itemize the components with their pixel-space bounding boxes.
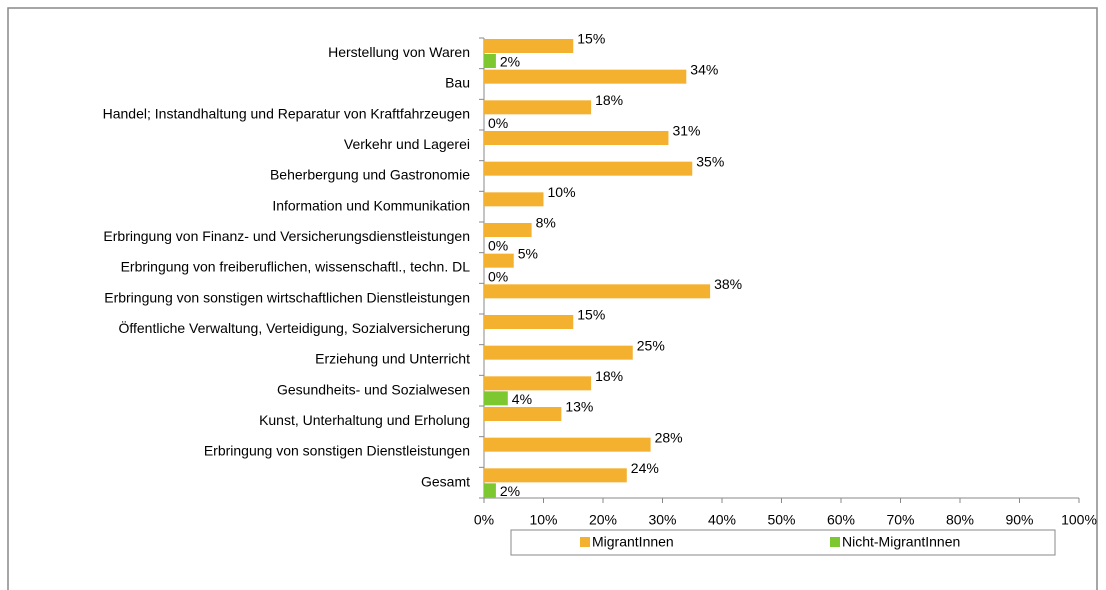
value-label: 35% [696, 153, 724, 169]
bar [484, 223, 532, 237]
x-tick-label: 30% [648, 512, 676, 528]
y-tick-label: Beherbergung und Gastronomie [270, 167, 470, 183]
y-tick-label: Erbringung von Finanz- und Versicherungs… [103, 228, 470, 244]
value-label: 5% [518, 245, 538, 261]
x-tick-label: 0% [474, 512, 494, 528]
value-label: 10% [548, 184, 576, 200]
y-tick-label: Bau [445, 75, 470, 91]
value-label: 4% [512, 391, 532, 407]
y-tick-label: Information und Kommunikation [272, 197, 470, 213]
value-label: 13% [565, 399, 593, 415]
value-label: 31% [672, 123, 700, 139]
bar [484, 69, 687, 84]
value-label: 0% [488, 268, 508, 284]
value-label: 2% [500, 483, 520, 499]
x-tick-label: 90% [1005, 512, 1033, 528]
x-tick-label: 50% [767, 512, 795, 528]
value-label: 15% [577, 31, 605, 47]
bar [484, 253, 514, 268]
value-label: 28% [655, 429, 683, 445]
legend-swatch [580, 537, 590, 547]
bar [484, 284, 711, 299]
value-label: 38% [714, 276, 742, 292]
legend-swatch [830, 537, 840, 547]
y-tick-label: Herstellung von Waren [328, 44, 470, 60]
legend-label: MigrantInnen [592, 534, 674, 550]
x-tick-label: 100% [1061, 512, 1097, 528]
bar [484, 407, 562, 421]
y-tick-label: Öffentliche Verwaltung, Verteidigung, So… [118, 319, 470, 336]
bar [484, 192, 544, 207]
bar [484, 376, 592, 391]
value-label: 25% [637, 337, 665, 353]
y-tick-label: Erbringung von sonstigen Dienstleistunge… [204, 443, 470, 459]
y-tick-label: Erbringung von freiberuflichen, wissensc… [121, 259, 471, 275]
value-label: 18% [595, 92, 623, 108]
x-tick-label: 20% [589, 512, 617, 528]
bar [484, 391, 508, 406]
frame [7, 7, 1098, 590]
y-tick-label: Erbringung von sonstigen wirtschaftliche… [104, 289, 470, 305]
y-tick-label: Kunst, Unterhaltung und Erholung [259, 412, 470, 428]
bar [484, 468, 627, 483]
value-label: 24% [631, 460, 659, 476]
x-tick-label: 10% [529, 512, 557, 528]
y-tick-label: Handel; Instandhaltung und Reparatur von… [103, 105, 470, 121]
x-tick-label: 80% [946, 512, 974, 528]
y-tick-label: Verkehr und Lagerei [344, 136, 470, 152]
y-tick-label: Gesundheits- und Sozialwesen [277, 381, 470, 397]
value-label: 0% [488, 115, 508, 131]
bar [484, 483, 496, 498]
value-label: 34% [690, 61, 718, 77]
value-label: 2% [500, 54, 520, 70]
legend-label: Nicht-MigrantInnen [842, 534, 960, 550]
bar [484, 161, 693, 176]
y-tick-label: Gesamt [421, 473, 470, 489]
value-label: 0% [488, 238, 508, 254]
bar [484, 345, 633, 360]
bar [484, 437, 651, 452]
bar [484, 100, 592, 115]
value-label: 8% [536, 215, 556, 231]
value-label: 15% [577, 307, 605, 323]
legend-box [510, 529, 1056, 556]
x-tick-label: 70% [886, 512, 914, 528]
bar [484, 131, 669, 145]
x-tick-label: 60% [827, 512, 855, 528]
bar [484, 39, 574, 53]
x-tick-label: 40% [708, 512, 736, 528]
value-label: 18% [595, 368, 623, 384]
bar [484, 315, 574, 329]
y-tick-label: Erziehung und Unterricht [315, 351, 470, 367]
bar [484, 54, 496, 68]
